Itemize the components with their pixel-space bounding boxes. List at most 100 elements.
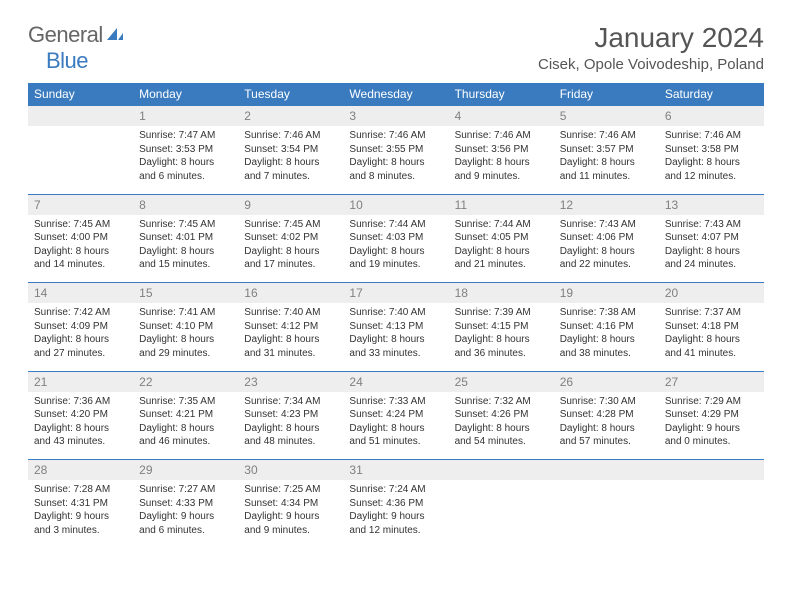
day-content: Sunrise: 7:28 AMSunset: 4:31 PMDaylight:… (28, 480, 133, 548)
sunrise-text: Sunrise: 7:30 AM (560, 395, 653, 409)
day-number: 10 (343, 194, 448, 215)
daylight-text: Daylight: 9 hours and 9 minutes. (244, 510, 337, 537)
weekday-header-row: Sunday Monday Tuesday Wednesday Thursday… (28, 83, 764, 106)
day-number: 3 (343, 106, 448, 127)
sunset-text: Sunset: 3:55 PM (349, 143, 442, 157)
day-number: 13 (659, 194, 764, 215)
daylight-text: Daylight: 9 hours and 12 minutes. (349, 510, 442, 537)
daylight-text: Daylight: 9 hours and 3 minutes. (34, 510, 127, 537)
sunrise-text: Sunrise: 7:38 AM (560, 306, 653, 320)
day-content: Sunrise: 7:35 AMSunset: 4:21 PMDaylight:… (133, 392, 238, 460)
sunrise-text: Sunrise: 7:32 AM (455, 395, 548, 409)
daylight-text: Daylight: 8 hours and 6 minutes. (139, 156, 232, 183)
sunrise-text: Sunrise: 7:44 AM (349, 218, 442, 232)
daylight-text: Daylight: 8 hours and 33 minutes. (349, 333, 442, 360)
day-number-row: 14151617181920 (28, 283, 764, 304)
sunset-text: Sunset: 4:20 PM (34, 408, 127, 422)
day-content: Sunrise: 7:46 AMSunset: 3:54 PMDaylight:… (238, 126, 343, 194)
sunrise-text: Sunrise: 7:41 AM (139, 306, 232, 320)
day-number: 24 (343, 371, 448, 392)
sunrise-text: Sunrise: 7:45 AM (244, 218, 337, 232)
logo: General Blue (28, 22, 125, 74)
day-number (28, 106, 133, 127)
weekday-header: Thursday (449, 83, 554, 106)
sunset-text: Sunset: 4:02 PM (244, 231, 337, 245)
weekday-header: Saturday (659, 83, 764, 106)
day-number: 27 (659, 371, 764, 392)
day-content: Sunrise: 7:43 AMSunset: 4:07 PMDaylight:… (659, 215, 764, 283)
sunrise-text: Sunrise: 7:34 AM (244, 395, 337, 409)
daylight-text: Daylight: 8 hours and 48 minutes. (244, 422, 337, 449)
day-number: 29 (133, 460, 238, 481)
day-content: Sunrise: 7:40 AMSunset: 4:12 PMDaylight:… (238, 303, 343, 371)
day-number: 5 (554, 106, 659, 127)
day-number: 30 (238, 460, 343, 481)
day-number: 19 (554, 283, 659, 304)
sunset-text: Sunset: 3:54 PM (244, 143, 337, 157)
daylight-text: Daylight: 8 hours and 17 minutes. (244, 245, 337, 272)
sunrise-text: Sunrise: 7:46 AM (244, 129, 337, 143)
day-number: 20 (659, 283, 764, 304)
daylight-text: Daylight: 9 hours and 6 minutes. (139, 510, 232, 537)
daylight-text: Daylight: 8 hours and 21 minutes. (455, 245, 548, 272)
sunrise-text: Sunrise: 7:25 AM (244, 483, 337, 497)
title-block: January 2024 Cisek, Opole Voivodeship, P… (538, 22, 764, 79)
sunset-text: Sunset: 3:53 PM (139, 143, 232, 157)
calendar-body: 123456Sunrise: 7:47 AMSunset: 3:53 PMDay… (28, 106, 764, 549)
day-number: 2 (238, 106, 343, 127)
sunrise-text: Sunrise: 7:40 AM (349, 306, 442, 320)
sunset-text: Sunset: 4:28 PM (560, 408, 653, 422)
daylight-text: Daylight: 8 hours and 22 minutes. (560, 245, 653, 272)
daylight-text: Daylight: 8 hours and 7 minutes. (244, 156, 337, 183)
day-content: Sunrise: 7:33 AMSunset: 4:24 PMDaylight:… (343, 392, 448, 460)
daylight-text: Daylight: 8 hours and 43 minutes. (34, 422, 127, 449)
sunset-text: Sunset: 4:24 PM (349, 408, 442, 422)
sunrise-text: Sunrise: 7:37 AM (665, 306, 758, 320)
day-content: Sunrise: 7:44 AMSunset: 4:03 PMDaylight:… (343, 215, 448, 283)
sunset-text: Sunset: 4:06 PM (560, 231, 653, 245)
day-content: Sunrise: 7:36 AMSunset: 4:20 PMDaylight:… (28, 392, 133, 460)
daylight-text: Daylight: 8 hours and 11 minutes. (560, 156, 653, 183)
sunset-text: Sunset: 4:10 PM (139, 320, 232, 334)
day-number: 28 (28, 460, 133, 481)
daylight-text: Daylight: 8 hours and 9 minutes. (455, 156, 548, 183)
day-content: Sunrise: 7:38 AMSunset: 4:16 PMDaylight:… (554, 303, 659, 371)
day-content: Sunrise: 7:29 AMSunset: 4:29 PMDaylight:… (659, 392, 764, 460)
sunset-text: Sunset: 4:23 PM (244, 408, 337, 422)
sunset-text: Sunset: 4:03 PM (349, 231, 442, 245)
day-content: Sunrise: 7:24 AMSunset: 4:36 PMDaylight:… (343, 480, 448, 548)
weekday-header: Tuesday (238, 83, 343, 106)
day-content-row: Sunrise: 7:42 AMSunset: 4:09 PMDaylight:… (28, 303, 764, 371)
sunrise-text: Sunrise: 7:42 AM (34, 306, 127, 320)
sunset-text: Sunset: 4:01 PM (139, 231, 232, 245)
sunrise-text: Sunrise: 7:39 AM (455, 306, 548, 320)
daylight-text: Daylight: 8 hours and 15 minutes. (139, 245, 232, 272)
day-content: Sunrise: 7:39 AMSunset: 4:15 PMDaylight:… (449, 303, 554, 371)
sunset-text: Sunset: 4:31 PM (34, 497, 127, 511)
day-content: Sunrise: 7:37 AMSunset: 4:18 PMDaylight:… (659, 303, 764, 371)
sunrise-text: Sunrise: 7:36 AM (34, 395, 127, 409)
day-number: 1 (133, 106, 238, 127)
calendar-table: Sunday Monday Tuesday Wednesday Thursday… (28, 83, 764, 548)
logo-text-general: General (28, 22, 103, 47)
logo-text-blue: Blue (46, 48, 88, 73)
sunset-text: Sunset: 4:33 PM (139, 497, 232, 511)
day-content: Sunrise: 7:41 AMSunset: 4:10 PMDaylight:… (133, 303, 238, 371)
sunrise-text: Sunrise: 7:43 AM (560, 218, 653, 232)
daylight-text: Daylight: 8 hours and 41 minutes. (665, 333, 758, 360)
day-content (659, 480, 764, 548)
day-number-row: 28293031 (28, 460, 764, 481)
day-content: Sunrise: 7:32 AMSunset: 4:26 PMDaylight:… (449, 392, 554, 460)
day-number (659, 460, 764, 481)
day-number: 23 (238, 371, 343, 392)
weekday-header: Wednesday (343, 83, 448, 106)
sunset-text: Sunset: 4:26 PM (455, 408, 548, 422)
sunset-text: Sunset: 3:57 PM (560, 143, 653, 157)
day-content (28, 126, 133, 194)
daylight-text: Daylight: 8 hours and 24 minutes. (665, 245, 758, 272)
sunset-text: Sunset: 4:21 PM (139, 408, 232, 422)
page-title: January 2024 (538, 22, 764, 54)
day-number: 12 (554, 194, 659, 215)
day-number: 21 (28, 371, 133, 392)
sunset-text: Sunset: 4:16 PM (560, 320, 653, 334)
